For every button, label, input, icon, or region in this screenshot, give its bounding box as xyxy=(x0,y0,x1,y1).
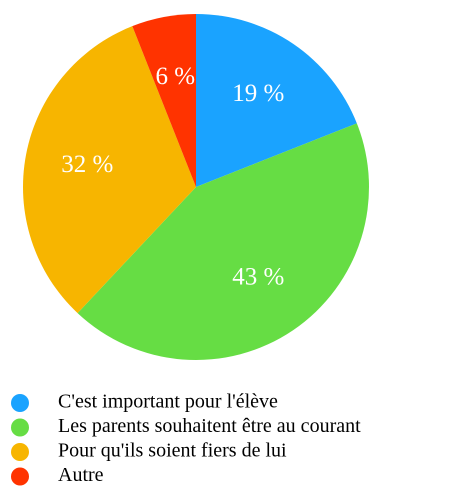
pie-slice xyxy=(77,123,369,360)
legend-marker xyxy=(11,467,29,486)
legend-text: C'est important pour l'élève xyxy=(58,391,278,413)
legend-text: Autre xyxy=(58,464,104,486)
legend-text: Les parents souhaitent être au courant xyxy=(58,415,361,437)
legend-marker xyxy=(11,418,29,437)
legend-text: Pour qu'ils soient fiers de lui xyxy=(58,440,287,462)
slice-label: 43 % xyxy=(232,263,284,290)
pie-slice xyxy=(132,14,196,187)
legend-marker xyxy=(11,443,29,461)
slice-label: 6 % xyxy=(155,63,195,90)
pie-slice xyxy=(196,14,357,187)
legend-marker xyxy=(11,394,29,412)
slice-label: 32 % xyxy=(61,151,113,178)
pie-slice xyxy=(22,26,197,314)
slice-label: 19 % xyxy=(232,80,284,107)
